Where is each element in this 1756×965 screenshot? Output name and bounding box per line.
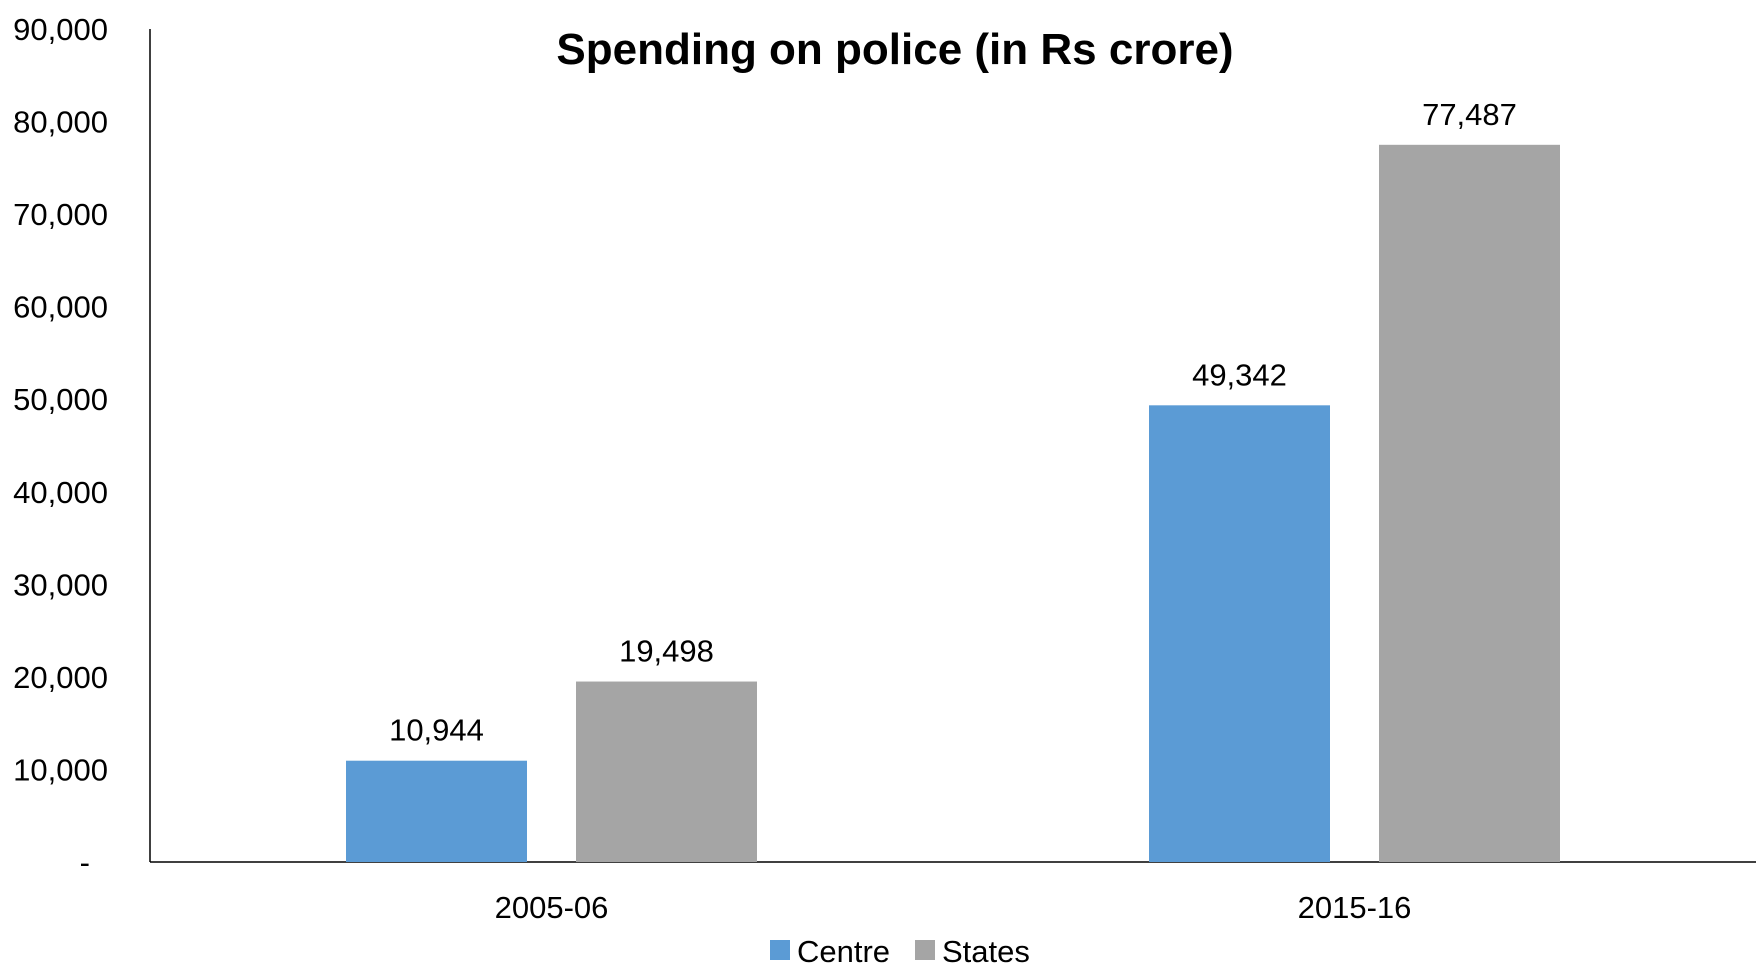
bar-centre-2005-06 <box>346 760 527 862</box>
y-tick-label: 10,000 <box>13 752 108 787</box>
data-label-centre-2005-06: 10,944 <box>389 713 484 748</box>
y-tick-label: 80,000 <box>13 105 108 140</box>
legend-swatch-states <box>915 940 935 960</box>
y-tick-label: 20,000 <box>13 660 108 695</box>
y-tick-label: 40,000 <box>13 475 108 510</box>
y-tick-label: 90,000 <box>13 12 108 47</box>
bar-states-2005-06 <box>576 681 757 862</box>
x-tick-label: 2005-06 <box>495 890 609 925</box>
y-tick-label: 50,000 <box>13 382 108 417</box>
bars-group <box>346 144 1560 863</box>
y-tick-label: 60,000 <box>13 290 108 325</box>
y-tick-label: 70,000 <box>13 197 108 232</box>
data-label-centre-2015-16: 49,342 <box>1192 357 1287 392</box>
x-tick-label: 2015-16 <box>1298 890 1412 925</box>
y-tick-label: 30,000 <box>13 567 108 602</box>
chart-title: Spending on police (in Rs crore) <box>556 25 1233 74</box>
legend-label-centre: Centre <box>797 934 890 965</box>
data-label-states-2015-16: 77,487 <box>1422 97 1517 132</box>
data-labels-group: 10,944 19,498 49,342 77,487 <box>389 97 1517 748</box>
legend-label-states: States <box>942 934 1030 965</box>
y-tick-label: - <box>80 845 90 880</box>
x-axis: 2005-06 2015-16 <box>150 861 1756 925</box>
y-axis: - 10,000 20,000 30,000 40,000 50,000 60,000 70,… <box>13 12 151 880</box>
bar-centre-2015-16 <box>1149 405 1330 862</box>
legend-swatch-centre <box>770 940 790 960</box>
bar-states-2015-16 <box>1379 144 1560 863</box>
legend: Centre States <box>770 934 1030 965</box>
data-label-states-2005-06: 19,498 <box>619 634 714 669</box>
